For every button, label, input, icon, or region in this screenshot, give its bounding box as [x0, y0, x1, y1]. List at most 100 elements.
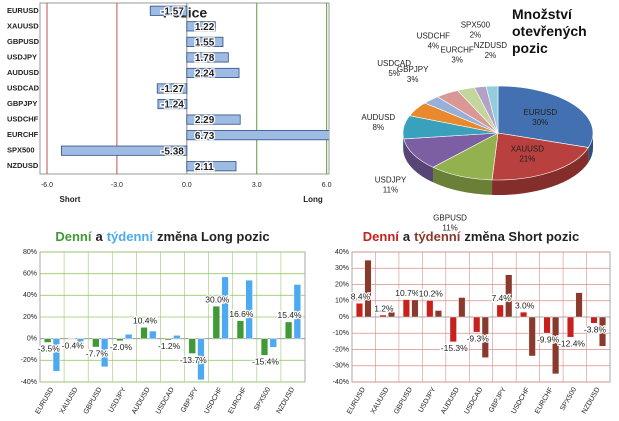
pie-title: Množství otevřených pozic	[512, 6, 587, 56]
bar	[236, 320, 244, 339]
y-tick-label: -20%	[21, 357, 37, 364]
data-label: 2.24	[195, 69, 215, 80]
data-label: -9.9%	[537, 334, 560, 344]
title-word: Denní	[55, 229, 92, 244]
pie-value-label: 8%	[373, 123, 385, 132]
data-label: -1.2%	[158, 341, 181, 351]
category-label: GBPJPY	[488, 386, 508, 414]
bar	[101, 338, 109, 368]
bar	[552, 316, 560, 375]
category-label: XAUUSD	[370, 386, 391, 415]
bar	[116, 338, 124, 342]
category-label: NZDUSD	[581, 386, 602, 415]
data-label: -1.57	[161, 6, 184, 17]
bar	[149, 330, 157, 339]
y-tick-label: 20%	[335, 281, 349, 288]
x-tick-label: -6.0	[41, 182, 53, 189]
data-label: -2.0%	[110, 342, 133, 352]
category-label: EURCHF	[534, 386, 555, 415]
bar	[458, 297, 466, 318]
data-label: -15.3%	[441, 343, 468, 353]
bar	[481, 316, 489, 358]
data-label: 16.6%	[229, 309, 254, 319]
y-tick-label: -20%	[333, 346, 349, 353]
y-tick-label: 20%	[23, 314, 37, 321]
pie-label: GBPJPY	[397, 65, 429, 74]
bar	[285, 321, 293, 339]
bar	[402, 299, 410, 318]
category-label: XAUUSD	[7, 21, 39, 30]
pie-label: GBPUSD	[433, 214, 467, 223]
pie-label: USDCAD	[377, 59, 411, 68]
y-tick-label: 40%	[23, 292, 37, 299]
category-label: USDJPY	[7, 52, 37, 61]
data-label: 1.78	[195, 53, 215, 64]
data-label: 10.2%	[419, 289, 444, 299]
bar	[149, 5, 188, 16]
bar	[186, 130, 329, 141]
pie-value-label: 2%	[470, 30, 482, 39]
bar	[364, 259, 372, 318]
y-tick-label: 10%	[335, 298, 349, 305]
bar	[269, 338, 277, 348]
category-label: USDCAD	[155, 386, 176, 415]
bar	[505, 274, 513, 318]
x-tick-label: -3.0	[111, 182, 123, 189]
y-tick-label: 40%	[335, 249, 349, 256]
data-label: -0.4%	[62, 340, 85, 350]
data-label: -12.4%	[558, 338, 585, 348]
data-label: 30.0%	[205, 294, 230, 304]
chart-title: Denní a týdenní změna Long pozic	[55, 229, 269, 244]
y-tick-label: 0%	[27, 336, 37, 343]
bar	[157, 98, 188, 110]
bar	[186, 52, 229, 63]
data-label: -13.7%	[180, 355, 207, 365]
bar	[164, 338, 172, 341]
data-label: 6.73	[195, 131, 215, 142]
data-label: 2.11	[195, 162, 214, 173]
title-word: týdenní	[414, 229, 461, 244]
y-tick-label: -40%	[333, 379, 349, 386]
category-label: EURCHF	[7, 130, 39, 139]
category-label: SPX500	[253, 386, 272, 412]
category-label: AUDUSD	[7, 68, 40, 77]
pie-value-label: 5%	[388, 69, 400, 78]
category-label: NZDUSD	[276, 386, 297, 415]
bar	[125, 334, 133, 339]
category-label: EURUSD	[346, 386, 367, 415]
category-label: SPX500	[7, 146, 35, 155]
pie-slice	[403, 132, 499, 168]
pie-label: XAUUSD	[511, 144, 545, 153]
pie-side-shade	[432, 167, 493, 195]
category-label: GBPJPY	[180, 386, 200, 414]
x-tick-label: 6.0	[322, 182, 332, 189]
category-label: USDCHF	[511, 386, 532, 415]
bar	[528, 316, 536, 357]
y-tick-label: 60%	[23, 271, 37, 278]
plot-frame	[39, 2, 330, 175]
category-label: NZDUSD	[7, 161, 39, 170]
pie-label: USDCHF	[417, 32, 450, 41]
bar	[186, 36, 224, 47]
category-label: AUDUSD	[440, 386, 461, 415]
pie-value-label: 11%	[383, 185, 398, 194]
bar	[92, 338, 100, 348]
pie-label: AUDUSD	[361, 113, 395, 122]
bar	[188, 338, 196, 354]
title-word: a	[95, 229, 103, 244]
bar	[449, 316, 457, 343]
bar	[52, 338, 60, 372]
bar	[186, 114, 241, 125]
bar	[520, 311, 528, 318]
bar	[590, 316, 598, 324]
bar	[260, 338, 269, 356]
data-label: 1.2%	[374, 303, 394, 313]
category-label: USDCHF	[7, 115, 39, 124]
bar	[355, 303, 363, 318]
bar	[44, 338, 52, 343]
data-label: 10.7%	[395, 288, 420, 298]
pie-slice	[497, 85, 594, 148]
category-label: GBPUSD	[7, 37, 40, 46]
annotation: Short	[60, 195, 81, 204]
x-tick-label: 0.0	[182, 182, 192, 189]
